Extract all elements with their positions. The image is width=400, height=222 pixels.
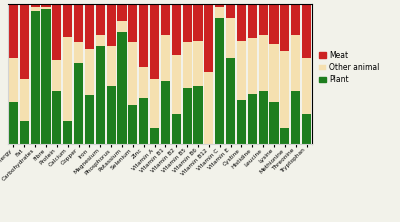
Bar	[172, 4, 181, 55]
Bar	[302, 113, 311, 144]
Bar	[302, 57, 311, 113]
Bar	[139, 67, 148, 98]
Bar	[139, 98, 148, 144]
Bar	[106, 85, 116, 144]
Bar	[161, 81, 170, 144]
Bar	[280, 51, 290, 127]
Bar	[258, 35, 268, 91]
Bar	[226, 57, 235, 144]
Bar	[63, 37, 72, 121]
Bar	[128, 105, 138, 144]
Bar	[280, 127, 290, 144]
Bar	[182, 42, 192, 88]
Bar	[215, 7, 224, 18]
Bar	[20, 4, 29, 79]
Bar	[52, 91, 62, 144]
Bar	[9, 4, 18, 57]
Bar	[291, 91, 300, 144]
Bar	[20, 121, 29, 144]
Bar	[96, 35, 105, 46]
Bar	[9, 57, 18, 102]
Bar	[41, 4, 51, 7]
Bar	[248, 38, 257, 94]
Bar	[193, 41, 203, 85]
Bar	[226, 4, 235, 18]
Bar	[150, 127, 159, 144]
Bar	[96, 46, 105, 144]
Bar	[20, 79, 29, 121]
Bar	[193, 4, 203, 41]
Bar	[161, 35, 170, 81]
Bar	[106, 4, 116, 46]
Bar	[237, 41, 246, 99]
Bar	[41, 9, 51, 144]
Bar	[204, 71, 214, 144]
Bar	[204, 4, 214, 71]
Legend: Meat, Other animal, Plant: Meat, Other animal, Plant	[319, 51, 379, 84]
Bar	[150, 79, 159, 127]
Bar	[52, 60, 62, 91]
Bar	[161, 4, 170, 35]
Bar	[63, 4, 72, 37]
Bar	[280, 4, 290, 51]
Bar	[182, 88, 192, 144]
Bar	[215, 18, 224, 144]
Bar	[63, 121, 72, 144]
Bar	[291, 35, 300, 91]
Bar	[139, 4, 148, 67]
Bar	[182, 4, 192, 42]
Bar	[237, 4, 246, 41]
Bar	[248, 4, 257, 38]
Bar	[248, 94, 257, 144]
Bar	[9, 102, 18, 144]
Bar	[41, 7, 51, 9]
Bar	[30, 4, 40, 7]
Bar	[150, 4, 159, 79]
Bar	[74, 63, 83, 144]
Bar	[74, 42, 83, 63]
Bar	[269, 102, 279, 144]
Bar	[291, 4, 300, 35]
Bar	[117, 32, 127, 144]
Bar	[96, 4, 105, 35]
Bar	[215, 4, 224, 7]
Bar	[237, 99, 246, 144]
Bar	[302, 4, 311, 57]
Bar	[258, 4, 268, 35]
Bar	[226, 18, 235, 57]
Bar	[74, 4, 83, 42]
Bar	[85, 95, 94, 144]
Bar	[117, 4, 127, 21]
Bar	[258, 91, 268, 144]
Bar	[85, 4, 94, 49]
Bar	[106, 46, 116, 85]
Bar	[269, 4, 279, 44]
Bar	[269, 44, 279, 102]
Bar	[52, 4, 62, 60]
Bar	[172, 113, 181, 144]
Bar	[30, 12, 40, 144]
Bar	[30, 7, 40, 12]
Bar	[193, 85, 203, 144]
Bar	[85, 49, 94, 95]
Bar	[128, 4, 138, 42]
Bar	[117, 21, 127, 32]
Bar	[128, 42, 138, 105]
Bar	[172, 55, 181, 113]
